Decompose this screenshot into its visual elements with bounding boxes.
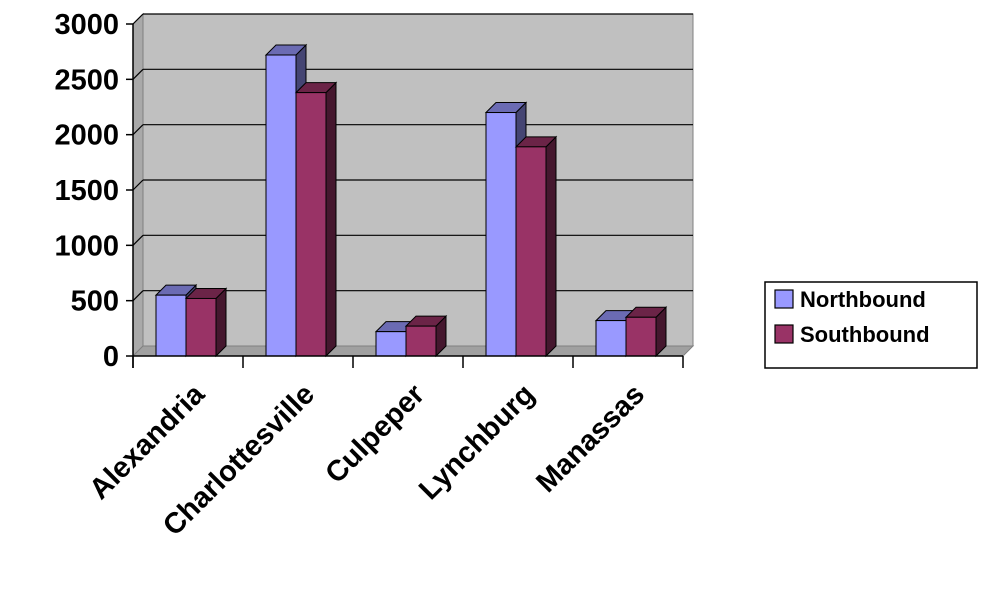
bar-front (595, 320, 627, 357)
y-tick-label: 3000 (54, 9, 119, 41)
bar-front (625, 316, 657, 357)
bar-southbound-lynchburg (514, 135, 558, 358)
bars (154, 43, 668, 358)
bar-southbound-culpeper (404, 314, 448, 358)
gridline-side (132, 13, 144, 25)
legend-label-northbound: Northbound (800, 287, 926, 312)
legend-swatch-southbound (774, 324, 794, 344)
legend-swatch-northbound (774, 289, 794, 309)
y-tick-label: 500 (71, 286, 119, 318)
y-tick-label: 2000 (54, 120, 119, 152)
bar-front (155, 294, 187, 357)
legend: Northbound Southbound (764, 281, 978, 369)
bar-side (215, 287, 227, 358)
plot-area (131, 12, 695, 358)
bar-front (265, 54, 297, 357)
gridline-side (132, 68, 144, 80)
bar-southbound-manassas (624, 306, 668, 358)
bar-front (375, 331, 407, 357)
gridline-side (132, 290, 144, 302)
x-tick-label: Manassas (530, 378, 651, 499)
legend-label-southbound: Southbound (800, 322, 930, 347)
bar-front (185, 297, 217, 357)
bar-front (295, 92, 327, 357)
legend-box (764, 281, 978, 369)
gridline-side (132, 124, 144, 136)
gridline-side (132, 179, 144, 191)
x-tick-label: Culpeper (319, 378, 431, 490)
y-tick-label: 0 (103, 341, 119, 373)
bar-southbound-charlottesville (294, 81, 338, 358)
y-tick-label: 2500 (54, 64, 119, 96)
bar-side (545, 135, 557, 358)
bar-side (325, 81, 337, 358)
bar-front (405, 325, 437, 357)
bar-front (485, 112, 517, 357)
x-tick-label: Lynchburg (413, 378, 541, 506)
y-tick-label: 1000 (54, 230, 119, 262)
bar-front (515, 146, 547, 357)
gridline-side (132, 234, 144, 246)
y-tick-label: 1500 (54, 175, 119, 207)
bar-southbound-alexandria (184, 287, 228, 358)
